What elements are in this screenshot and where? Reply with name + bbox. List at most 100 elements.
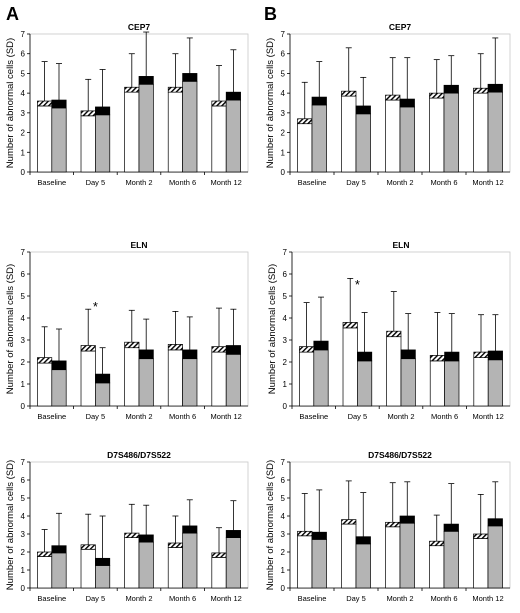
panel-letter-a: A (6, 4, 19, 24)
y-tick-label: 6 (281, 476, 286, 485)
y-tick-label: 2 (281, 129, 286, 138)
panel-letter-b: B (264, 4, 277, 24)
bar-gray (138, 541, 154, 589)
bar-gray (225, 353, 241, 407)
bar-top-band (473, 533, 489, 539)
y-tick-label: 4 (281, 89, 286, 98)
bar-top-band (138, 76, 154, 85)
bar-top-band (124, 86, 140, 93)
bar-white (167, 547, 183, 589)
bar-gray (95, 565, 111, 589)
bar-white (473, 357, 489, 407)
y-tick-label: 7 (281, 458, 286, 467)
bar-white (167, 91, 183, 173)
y-tick-label: 2 (21, 548, 26, 557)
bar-white (473, 538, 489, 589)
chart-title: CEP7 (389, 22, 411, 32)
y-tick-label: 5 (21, 292, 26, 301)
x-tick-label: Day 5 (346, 178, 366, 187)
x-tick-label: Month 12 (211, 412, 242, 421)
bar-top-band (487, 350, 503, 361)
bar-gray (225, 99, 241, 173)
y-tick-label: 7 (21, 248, 26, 257)
bar-top-band (313, 340, 329, 351)
bar-top-band (341, 90, 357, 97)
bar-top-band (443, 84, 459, 94)
chart-title: ELN (131, 240, 148, 250)
bar-white (429, 97, 445, 173)
bar-top-band (399, 98, 415, 108)
bar-white (37, 105, 53, 173)
x-tick-label: Month 12 (473, 412, 504, 421)
bar-top-band (487, 518, 503, 527)
bar-white (385, 526, 401, 589)
x-tick-label: Baseline (37, 178, 66, 187)
bar-white (385, 99, 401, 173)
y-tick-label: 0 (21, 402, 26, 411)
bar-top-band (80, 110, 96, 117)
chart-title: D7S486/D7S522 (368, 450, 432, 460)
y-tick-label: 6 (281, 50, 286, 59)
x-tick-label: Month 2 (125, 594, 152, 603)
bar-white (37, 362, 53, 407)
bar-white (80, 115, 96, 173)
bar-white (211, 351, 227, 407)
y-axis-label: Number of abnormal cells (SD) (267, 264, 278, 394)
x-tick-label: Day 5 (86, 412, 106, 421)
chart-b-eln: ELN 0 1 2 3 4 5 6 7 Number of abnormal cells (SD)… (267, 240, 511, 421)
bar-gray (182, 358, 198, 407)
bar-white (297, 535, 313, 589)
bar-top-band (37, 357, 53, 364)
bar-gray (487, 525, 503, 589)
bar-top-band (357, 351, 373, 362)
y-tick-label: 2 (281, 548, 286, 557)
bar-white (299, 351, 315, 407)
bar-gray (95, 114, 111, 173)
y-tick-label: 1 (281, 566, 286, 575)
bar-top-band (124, 532, 140, 538)
bar-gray (399, 522, 415, 589)
bar-top-band (80, 544, 96, 550)
y-tick-label: 2 (283, 358, 288, 367)
bar-top-band (385, 94, 401, 101)
bar-gray (51, 369, 67, 407)
y-tick-label: 4 (21, 89, 26, 98)
bar-white (341, 523, 357, 589)
bar-white (124, 91, 140, 173)
y-tick-label: 5 (21, 494, 26, 503)
bar-gray (355, 543, 371, 589)
y-axis-label: Number of abnormal cells (SD) (265, 38, 276, 168)
bar-top-band (124, 341, 140, 349)
bar-gray (311, 104, 327, 173)
bar-gray (95, 382, 111, 407)
bar-gray (443, 530, 459, 589)
significance-marker: * (355, 277, 360, 292)
bar-gray (225, 537, 241, 589)
y-tick-label: 0 (21, 168, 26, 177)
bar-gray (487, 91, 503, 173)
bar-white (473, 92, 489, 173)
y-tick-label: 0 (283, 402, 288, 411)
x-tick-label: Baseline (298, 594, 327, 603)
bar-top-band (385, 521, 401, 528)
x-tick-label: Month 12 (472, 178, 503, 187)
bar-gray (51, 552, 67, 589)
bar-top-band (487, 83, 503, 93)
bar-top-band (182, 73, 198, 82)
bar-top-band (51, 545, 67, 554)
x-tick-label: Day 5 (348, 412, 368, 421)
y-tick-label: 1 (281, 148, 286, 157)
bar-top-band (37, 100, 53, 107)
bar-top-band (95, 557, 111, 566)
y-tick-label: 0 (21, 584, 26, 593)
y-tick-label: 3 (21, 530, 26, 539)
bar-top-band (211, 100, 227, 107)
y-tick-label: 1 (283, 380, 288, 389)
y-tick-label: 3 (21, 109, 26, 118)
y-tick-label: 5 (21, 69, 26, 78)
y-tick-label: 3 (283, 336, 288, 345)
chart-b-d7s: D7S486/D7S522 0 1 2 3 4 5 6 7 Number of abnormal … (265, 450, 511, 603)
bar-white (297, 123, 313, 173)
bar-top-band (399, 515, 415, 524)
